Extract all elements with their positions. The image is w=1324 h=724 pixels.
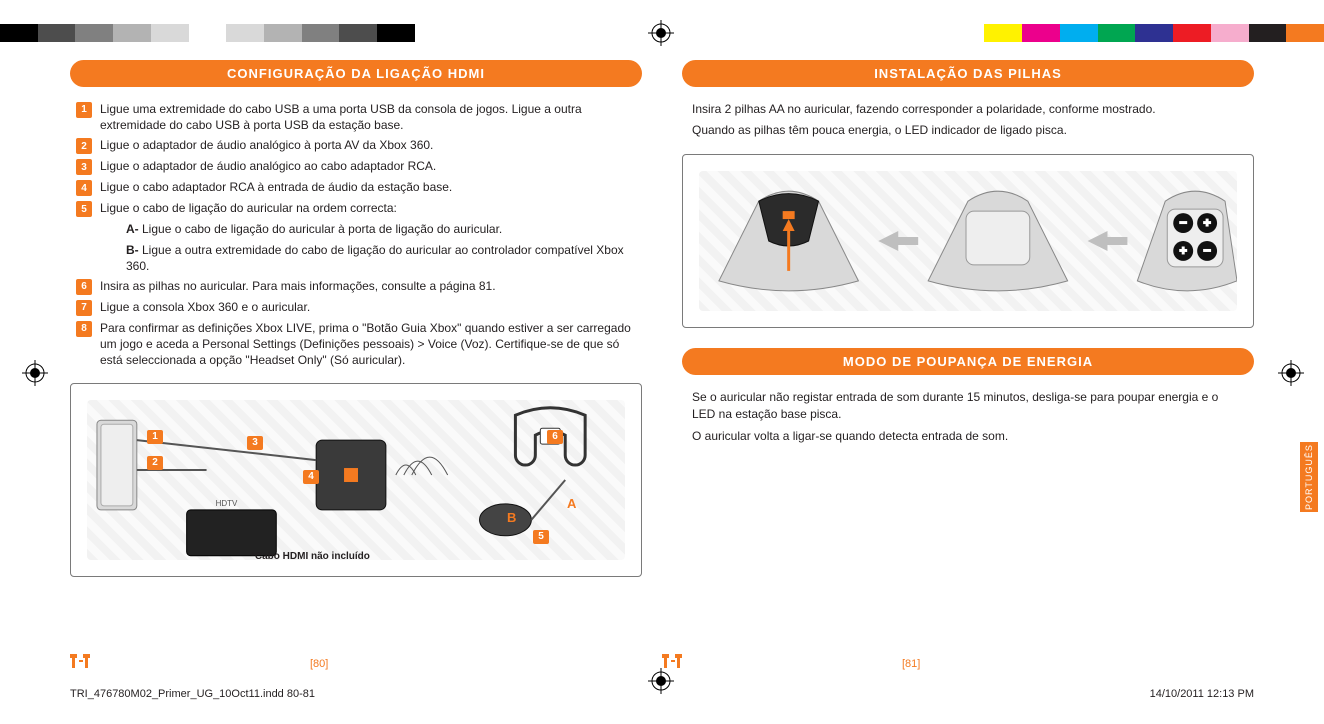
step-number-icon: 4 <box>76 180 92 196</box>
step-number-icon: 5 <box>76 201 92 217</box>
brand-logo-icon <box>662 654 682 668</box>
colorbar-swatch <box>151 24 189 42</box>
diagram-step-badge: 2 <box>147 456 163 470</box>
heading-battery-install: INSTALAÇÃO DAS PILHAS <box>682 60 1254 87</box>
sub-step: A- Ligue o cabo de ligação do auricular … <box>126 221 636 237</box>
colorbar-swatch <box>339 24 377 42</box>
colorbar-swatch <box>264 24 302 42</box>
paragraph: Quando as pilhas têm pouca energia, o LE… <box>692 122 1244 139</box>
diagram-illustration: HDTV 1 2 3 4 5 6 A B <box>87 400 625 560</box>
step-item: 5 Ligue o cabo de ligação do auricular n… <box>76 200 636 217</box>
paragraph: O auricular volta a ligar-se quando dete… <box>692 428 1244 445</box>
brand-logo-icon <box>70 654 90 668</box>
slug-timestamp: 14/10/2011 12:13 PM <box>1150 688 1254 700</box>
step-number-icon: 1 <box>76 102 92 118</box>
diagram-letter-label: A <box>567 496 576 511</box>
battery-text: Insira 2 pilhas AA no auricular, fazendo… <box>682 101 1254 140</box>
colorbar-swatch <box>38 24 76 42</box>
hdtv-label: HDTV <box>216 498 238 507</box>
colorbar-swatch <box>377 24 415 42</box>
step-item: 2 Ligue o adaptador de áudio analógico à… <box>76 137 636 154</box>
colorbar-swatch <box>984 24 1022 42</box>
heading-hdmi-setup: CONFIGURAÇÃO DA LIGAÇÃO HDMI <box>70 60 642 87</box>
indesign-slug: TRI_476780M02_Primer_UG_10Oct11.indd 80-… <box>70 688 1254 700</box>
step-text: Ligue uma extremidade do cabo USB a uma … <box>100 101 636 133</box>
colorbar-swatch <box>189 24 227 42</box>
diagram-footnote: *Cabo HDMI não incluído <box>251 551 370 562</box>
page-content: CONFIGURAÇÃO DA LIGAÇÃO HDMI 1 Ligue uma… <box>70 60 1254 577</box>
colorbar-swatch <box>1249 24 1287 42</box>
sub-steps: A- Ligue o cabo de ligação do auricular … <box>126 221 636 274</box>
page-number: [81] <box>902 658 920 670</box>
slug-filename: TRI_476780M02_Primer_UG_10Oct11.indd 80-… <box>70 688 315 700</box>
colorbar-swatch <box>1211 24 1249 42</box>
diagram-step-badge: 4 <box>303 470 319 484</box>
step-text: Ligue o cabo adaptador RCA à entrada de … <box>100 179 636 195</box>
step-text: Insira as pilhas no auricular. Para mais… <box>100 278 636 294</box>
sub-step-letter: A- <box>126 222 139 236</box>
diagram-letter-label: B <box>507 510 516 525</box>
step-number-icon: 6 <box>76 279 92 295</box>
page-left: CONFIGURAÇÃO DA LIGAÇÃO HDMI 1 Ligue uma… <box>70 60 642 577</box>
registration-mark-icon <box>1278 360 1304 386</box>
diagram-step-badge: 5 <box>533 530 549 544</box>
colorbar-swatch <box>1286 24 1324 42</box>
step-text: Ligue o adaptador de áudio analógico à p… <box>100 137 636 153</box>
colorbar-swatch <box>1135 24 1173 42</box>
step-number-icon: 2 <box>76 138 92 154</box>
heading-power-save: MODO DE POUPANÇA DE ENERGIA <box>682 348 1254 375</box>
diagram-step-badge: 3 <box>247 436 263 450</box>
sub-step-text: Ligue a outra extremidade do cabo de lig… <box>126 243 624 273</box>
registration-mark-icon <box>648 20 674 46</box>
sub-step-text: Ligue o cabo de ligação do auricular à p… <box>139 222 503 236</box>
step-number-icon: 7 <box>76 300 92 316</box>
page-number: [80] <box>310 658 328 670</box>
colorbar-swatch <box>226 24 264 42</box>
step-item: 4 Ligue o cabo adaptador RCA à entrada d… <box>76 179 636 196</box>
connection-diagram: HDTV 1 2 3 4 5 6 A B *Cabo HDMI não incluído <box>70 383 642 577</box>
colorbar-swatch <box>415 24 985 42</box>
step-number-icon: 8 <box>76 321 92 337</box>
registration-mark-icon <box>22 360 48 386</box>
step-number-icon: 3 <box>76 159 92 175</box>
colorbar-swatch <box>1060 24 1098 42</box>
paragraph: Insira 2 pilhas AA no auricular, fazendo… <box>692 101 1244 118</box>
step-item: 7 Ligue a consola Xbox 360 e o auricular… <box>76 299 636 316</box>
page-right: INSTALAÇÃO DAS PILHAS Insira 2 pilhas AA… <box>682 60 1254 577</box>
steps-list: 1 Ligue uma extremidade do cabo USB a um… <box>70 101 642 369</box>
sub-step: B- Ligue a outra extremidade do cabo de … <box>126 242 636 274</box>
colorbar-swatch <box>1173 24 1211 42</box>
colorbar-swatch <box>0 24 38 42</box>
diagram-step-badge: 1 <box>147 430 163 444</box>
page-footer: [80] [81] <box>70 652 1254 670</box>
battery-diagram <box>682 154 1254 328</box>
language-tab: PORTUGUÊS <box>1300 442 1318 512</box>
step-item: 8 Para confirmar as definições Xbox LIVE… <box>76 320 636 369</box>
power-save-text: Se o auricular não registar entrada de s… <box>682 389 1254 445</box>
step-text: Ligue a consola Xbox 360 e o auricular. <box>100 299 636 315</box>
colorbar-swatch <box>1022 24 1060 42</box>
sub-step-letter: B- <box>126 243 139 257</box>
colorbar-swatch <box>302 24 340 42</box>
step-item: 3 Ligue o adaptador de áudio analógico a… <box>76 158 636 175</box>
step-text: Ligue o adaptador de áudio analógico ao … <box>100 158 636 174</box>
colorbar-swatch <box>1098 24 1136 42</box>
paragraph: Se o auricular não registar entrada de s… <box>692 389 1244 424</box>
step-item: 6 Insira as pilhas no auricular. Para ma… <box>76 278 636 295</box>
step-item: 1 Ligue uma extremidade do cabo USB a um… <box>76 101 636 133</box>
diagram-illustration <box>699 171 1237 311</box>
step-text: Ligue o cabo de ligação do auricular na … <box>100 200 636 216</box>
battery-svg <box>699 171 1237 311</box>
step-text: Para confirmar as definições Xbox LIVE, … <box>100 320 636 369</box>
colorbar-swatch <box>113 24 151 42</box>
colorbar-swatch <box>75 24 113 42</box>
diagram-step-badge: 6 <box>547 430 563 444</box>
